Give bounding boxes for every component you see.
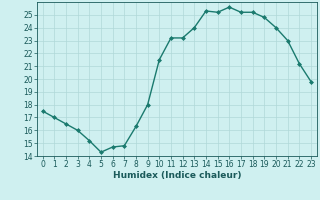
X-axis label: Humidex (Indice chaleur): Humidex (Indice chaleur) [113, 171, 241, 180]
